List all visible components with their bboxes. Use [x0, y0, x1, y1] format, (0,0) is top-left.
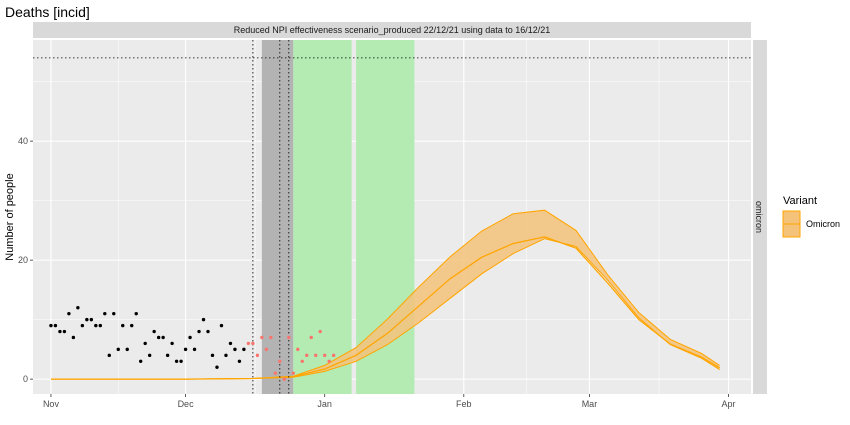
legend-label-omicron: Omicron: [806, 219, 840, 229]
observed-point: [165, 353, 170, 358]
data-points: [49, 306, 336, 381]
facet-strip-top: [33, 22, 751, 38]
legend-title: Variant: [783, 195, 817, 207]
uncertainty-ribbon: [51, 209, 720, 380]
legend: Variant Omicron: [782, 195, 840, 238]
observed-point: [139, 359, 143, 363]
observed-point: [143, 341, 147, 346]
observed-point: [116, 347, 120, 352]
observed-point: [98, 323, 103, 328]
observed-point: [67, 311, 71, 316]
observed-point: [71, 335, 76, 340]
facet-strip-right-label: omicron: [754, 201, 764, 233]
series-line-omicron: [51, 236, 720, 380]
observed-point: [233, 347, 237, 352]
observed-point: [188, 335, 192, 340]
observed-point: [107, 353, 111, 358]
observed-point: [156, 335, 161, 340]
unused-point: [318, 329, 322, 334]
observed-point: [76, 306, 80, 310]
observed-point: [94, 323, 98, 328]
observed-point: [242, 347, 246, 352]
grey-period-band: [261, 40, 294, 394]
observed-point: [179, 359, 183, 363]
observed-point: [121, 323, 125, 328]
chart-title: Deaths [incid]: [5, 4, 90, 20]
observed-point: [58, 329, 62, 334]
unused-point: [309, 335, 313, 340]
observed-point: [161, 335, 165, 340]
unused-point: [246, 341, 251, 346]
unused-point: [264, 347, 269, 352]
observed-point: [49, 323, 53, 328]
facet-strip-label: Reduced NPI effectiveness scenario_produ…: [234, 25, 551, 35]
x-tick-label: Dec: [178, 399, 195, 409]
facet-strip-right: [753, 40, 767, 394]
unused-point: [278, 359, 282, 363]
unused-point: [305, 353, 309, 358]
y-tick-label: 20: [18, 255, 28, 265]
observed-point: [219, 323, 224, 328]
observed-point: [228, 341, 233, 346]
observed-point: [125, 347, 129, 352]
observed-point: [237, 359, 242, 363]
unused-point: [322, 353, 327, 358]
observed-point: [85, 317, 89, 322]
observed-point: [215, 365, 219, 369]
axes: Nov Dec Jan Feb Mar Apr 0 20 40: [18, 136, 736, 409]
y-tick-label: 40: [18, 136, 28, 146]
x-tick-label: Nov: [43, 399, 60, 409]
observed-point: [89, 317, 94, 322]
unused-point: [269, 335, 273, 340]
unused-point: [291, 371, 295, 375]
observed-point: [170, 341, 174, 346]
unused-point: [282, 377, 286, 381]
observed-point: [206, 329, 210, 334]
observed-point: [224, 353, 228, 358]
observed-point: [147, 353, 152, 358]
reference-lines: [33, 40, 751, 394]
x-tick-label: Apr: [722, 399, 736, 409]
observed-point: [183, 347, 188, 352]
unused-point: [273, 371, 278, 375]
green-period-band: [293, 40, 352, 394]
unused-point: [300, 359, 304, 363]
unused-point: [287, 335, 291, 340]
observed-point: [80, 323, 85, 328]
unused-point: [296, 347, 300, 352]
observed-point: [103, 311, 107, 316]
unused-point: [331, 353, 336, 358]
observed-point: [134, 311, 138, 316]
shaded-periods: [261, 40, 415, 394]
x-tick-label: Mar: [582, 399, 598, 409]
x-tick-label: Feb: [456, 399, 472, 409]
observed-point: [192, 347, 197, 352]
observed-point: [130, 323, 134, 328]
unused-point: [251, 341, 255, 346]
unused-point: [327, 359, 331, 363]
observed-point: [53, 323, 58, 328]
unused-point: [314, 353, 318, 358]
unused-point: [255, 353, 260, 358]
x-tick-label: Jan: [317, 399, 332, 409]
y-tick-label: 0: [23, 374, 28, 384]
unused-point: [260, 335, 264, 340]
observed-point: [210, 353, 215, 358]
observed-point: [152, 329, 156, 334]
observed-point: [201, 317, 206, 322]
y-axis-title: Number of people: [4, 173, 16, 260]
observed-point: [174, 359, 179, 363]
observed-point: [197, 329, 201, 334]
observed-point: [112, 311, 116, 316]
observed-point: [62, 329, 67, 334]
